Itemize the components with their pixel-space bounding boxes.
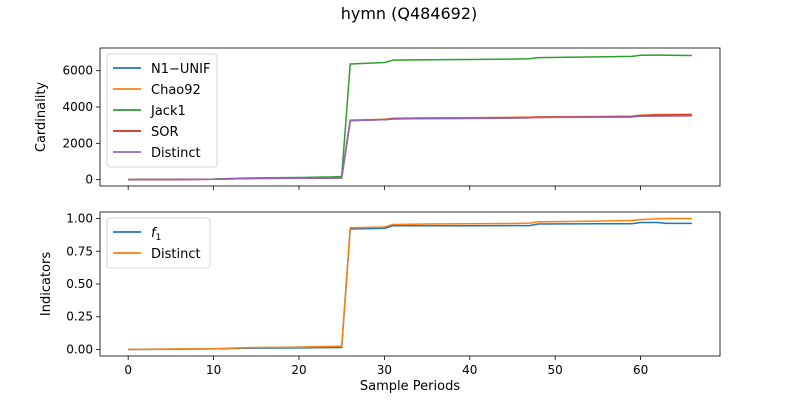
y-tick-label: 1.00 (66, 212, 93, 226)
x-tick-label: 0 (124, 363, 132, 377)
x-axis-label: Sample Periods (360, 379, 460, 394)
x-tick-label: 40 (462, 363, 477, 377)
legend-label: Distinct (151, 146, 201, 161)
x-tick-label: 10 (206, 363, 221, 377)
legend-label: Chao92 (151, 83, 201, 98)
axes-frame (99, 47, 721, 187)
y-tick-label: 0.50 (66, 277, 93, 291)
y-tick-label: 4000 (62, 100, 93, 114)
y-tick-label: 0.75 (66, 244, 93, 258)
x-tick-label: 50 (548, 363, 563, 377)
legend-label: Distinct (151, 247, 201, 262)
y-tick-label: 6000 (62, 64, 93, 78)
y-tick-label: 2000 (62, 136, 93, 150)
figure-title: hymn (Q484692) (341, 4, 478, 23)
legend-label: N1−UNIF (151, 62, 210, 77)
series-line-distinct (128, 115, 692, 181)
series-line-distinct (128, 217, 692, 351)
y-axis-label: Indicators (39, 252, 54, 316)
y-tick-label: 0.25 (66, 310, 93, 324)
x-tick-label: 60 (633, 363, 648, 377)
cardinality-chart: 0 2000 4000 6000 Cardinality N1−UNIF Chao92 Jac… (34, 47, 721, 190)
y-tick-label: 0.00 (66, 342, 93, 356)
y-tick-label: 0 (85, 173, 93, 187)
legend-label: SOR (151, 125, 179, 140)
legend-box (106, 53, 218, 168)
indicators-chart: 0 10 20 30 40 50 60 0.00 0.25 0.50 0.75 1.00 Indicat… (39, 212, 721, 394)
legend-box (106, 217, 211, 269)
x-tick-label: 30 (377, 363, 392, 377)
y-axis-label: Cardinality (34, 82, 49, 153)
legend-label: f1 (151, 226, 161, 243)
legend-label: Jack1 (150, 104, 186, 119)
x-tick-label: 20 (291, 363, 306, 377)
